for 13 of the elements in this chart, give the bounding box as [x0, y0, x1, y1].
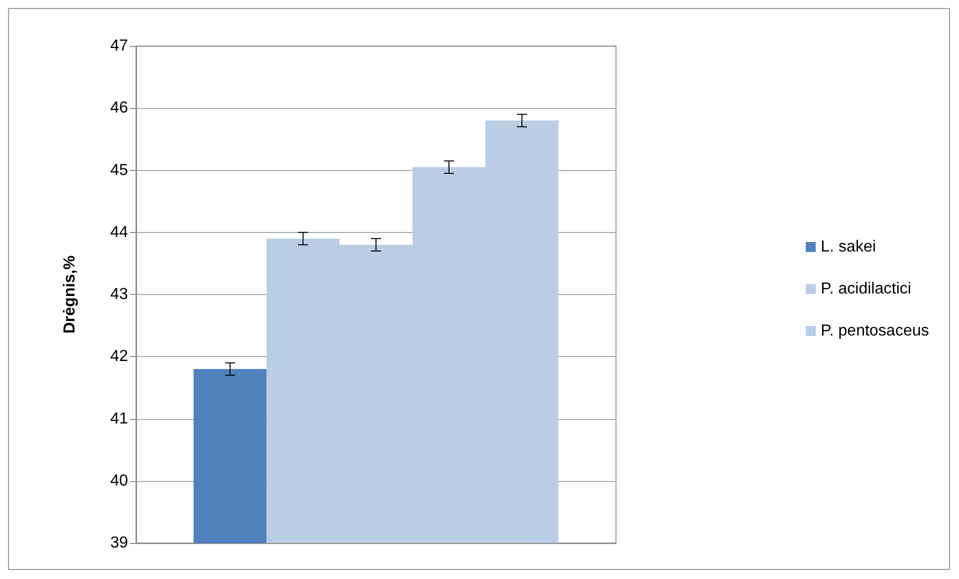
- y-tick-label: 43: [110, 286, 128, 303]
- legend-label: P. acidilactici: [820, 280, 912, 298]
- y-tick-label: 47: [110, 38, 128, 54]
- y-tick-label: 41: [110, 410, 128, 428]
- y-tick-label: 45: [110, 162, 128, 179]
- y-tick-label: 39: [110, 534, 128, 552]
- y-tick-label: 44: [110, 224, 128, 241]
- legend-label: L. sakei: [820, 238, 876, 256]
- y-tick-label: 42: [110, 348, 128, 366]
- y-axis-title: Drėgnis,%: [62, 255, 78, 334]
- y-tick-label: 40: [110, 472, 128, 490]
- y-tick-label: 46: [110, 100, 128, 117]
- legend-label: P. pentosaceus: [820, 322, 929, 340]
